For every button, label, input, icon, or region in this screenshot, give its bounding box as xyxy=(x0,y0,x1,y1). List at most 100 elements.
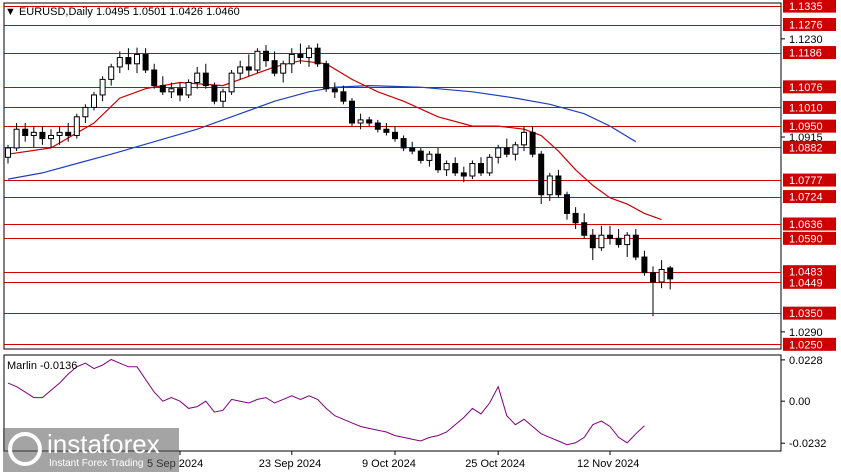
candle-bull xyxy=(357,119,364,124)
candle-bull xyxy=(486,156,493,174)
candle-bull xyxy=(30,131,37,136)
candle-bear xyxy=(641,256,648,274)
candle-bull xyxy=(521,131,527,146)
candle-bear xyxy=(607,234,613,239)
candle-bull xyxy=(469,163,476,177)
marlin-tick-label: 0.0228 xyxy=(789,355,823,367)
candle-bull xyxy=(91,94,97,108)
price-level-label: 1.1186 xyxy=(789,48,822,60)
candle-bull xyxy=(624,234,631,246)
candle-bear xyxy=(555,175,562,196)
price-level-label-bg xyxy=(783,190,836,204)
main-pane-frame xyxy=(3,2,782,350)
candle-bear xyxy=(529,131,536,155)
logo-brand-text: instaforex xyxy=(47,429,160,459)
price-level-label-bg xyxy=(783,0,836,13)
moving-averages xyxy=(7,60,662,221)
candle-bear xyxy=(435,153,441,171)
candle-bear xyxy=(417,150,424,161)
price-level-label-bg xyxy=(783,100,836,114)
price-level-label: 1.1276 xyxy=(789,20,823,32)
ma-blue-line xyxy=(7,84,637,180)
candle-bull xyxy=(5,147,11,158)
candle-bear xyxy=(478,163,484,174)
candle-bear xyxy=(452,163,459,174)
candle-bull xyxy=(598,234,605,249)
candle-bull xyxy=(546,175,553,196)
candle-bull xyxy=(443,163,450,171)
candle-bull xyxy=(168,88,175,93)
ohlc-values: 1.0495 1.0501 1.0426 1.0460 xyxy=(95,6,240,18)
candle-bull xyxy=(495,147,502,158)
price-level-label-bg xyxy=(783,231,836,245)
candle-bull xyxy=(658,269,665,283)
price-level-label-bg xyxy=(783,119,836,133)
candle-bull xyxy=(134,53,140,65)
candle-bull xyxy=(73,116,80,136)
indicator-title: Marlin -0.0136 xyxy=(7,360,78,372)
candle-bull xyxy=(13,128,20,149)
candle-bear xyxy=(632,234,639,258)
dropdown-triangle-icon[interactable]: ▼ xyxy=(5,6,16,18)
price-level-label: 1.0449 xyxy=(789,277,823,289)
candle-bear xyxy=(650,272,656,283)
price-level-label: 1.0350 xyxy=(789,308,823,320)
candle-bear xyxy=(263,50,269,62)
price-level-label-bg xyxy=(783,275,836,289)
candle-bear xyxy=(297,53,304,59)
candle-bear xyxy=(211,85,218,102)
date-tick-label: 23 Sep 2024 xyxy=(259,458,321,470)
price-level-label-bg xyxy=(783,265,836,279)
price-level-label-bg xyxy=(783,80,836,94)
candle-bull xyxy=(512,144,519,155)
price-level-label: 1.0250 xyxy=(789,339,823,351)
price-level-label: 1.0882 xyxy=(789,142,823,154)
candle-bear xyxy=(615,237,622,246)
candle-bull xyxy=(220,91,226,102)
price-axis: 1.1335 1.1276 1.1230 1.1186 1.1076 1.1010 1.09… xyxy=(781,0,836,351)
candle-bear xyxy=(383,128,390,133)
candle-bull xyxy=(288,53,295,65)
candle-bear xyxy=(340,91,347,102)
price-level-lines xyxy=(3,2,782,452)
candle-bear xyxy=(589,234,596,249)
candle-bull xyxy=(280,63,287,74)
ma-red-line xyxy=(7,60,662,221)
candle-bull xyxy=(254,50,261,71)
date-tick-label: 25 Oct 2024 xyxy=(465,458,525,470)
marlin-tick-label: -0.0232 xyxy=(789,438,826,450)
candle-bear xyxy=(22,128,29,136)
candle-bull xyxy=(185,81,192,96)
price-level-label: 1.0636 xyxy=(789,219,823,231)
candle-bear xyxy=(323,63,330,90)
price-level-label-bg xyxy=(783,306,836,320)
candle-bear xyxy=(202,72,209,87)
candle-bear xyxy=(65,131,72,136)
candle-bull xyxy=(237,66,244,74)
price-level-label: 1.1076 xyxy=(789,82,823,94)
candle-bear xyxy=(572,212,579,224)
candlesticks xyxy=(5,43,674,317)
candle-bear xyxy=(245,66,252,71)
candle-bull xyxy=(82,106,89,118)
candle-bear xyxy=(392,131,398,140)
price-level-label: 1.0590 xyxy=(789,233,823,245)
marlin-indicator: 0.0228 0.00 -0.0232 xyxy=(7,355,826,450)
candle-bear xyxy=(460,172,467,177)
candle-bear xyxy=(667,267,674,280)
chart-title: ▼ EURUSD,Daily 1.0495 1.0501 1.0426 1.04… xyxy=(5,6,240,18)
instaforex-logo-icon xyxy=(8,432,42,466)
candle-bull xyxy=(228,72,235,93)
price-level-label-bg xyxy=(783,337,836,351)
marlin-line xyxy=(7,358,645,446)
price-level-label: 1.1010 xyxy=(789,102,823,114)
price-level-label-bg xyxy=(783,18,836,32)
price-level-label: 1.0777 xyxy=(789,175,823,187)
candle-bull xyxy=(306,47,312,59)
candle-bear xyxy=(151,69,158,87)
candle-bear xyxy=(538,153,545,196)
candle-bear xyxy=(409,147,416,152)
candle-bear xyxy=(564,194,570,214)
